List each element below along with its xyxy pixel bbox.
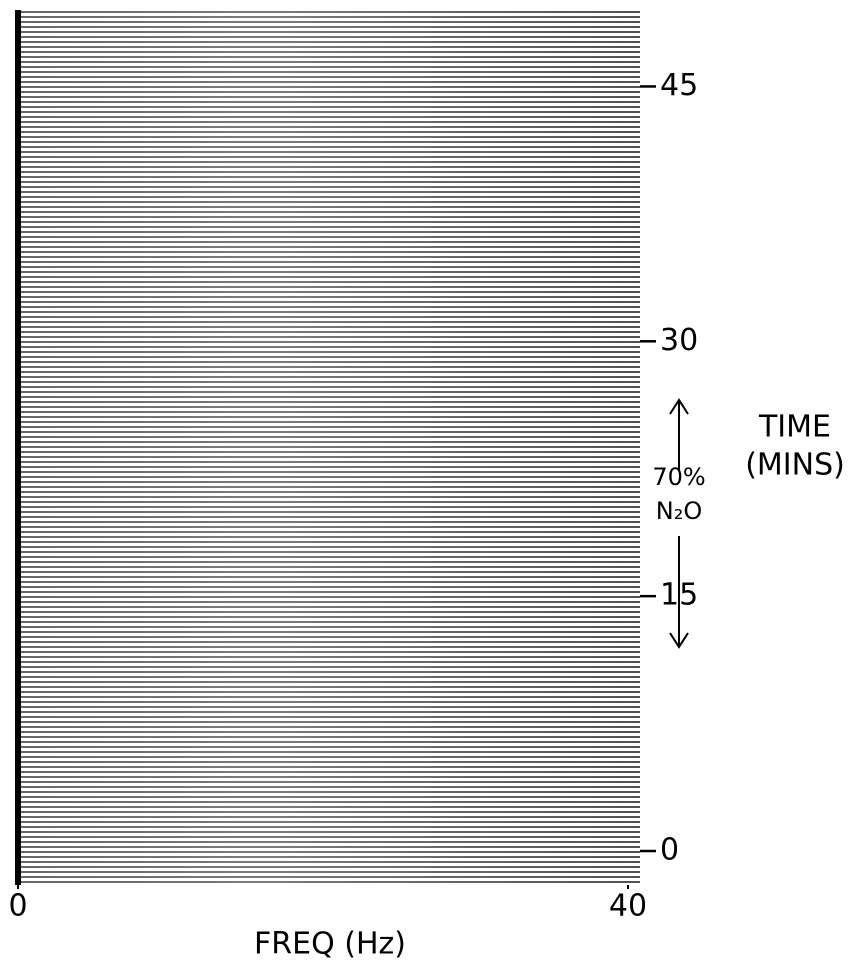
y-tick-label: 45 [660,68,698,103]
y-tick-label: 30 [660,323,698,358]
x-axis-label: FREQ (Hz) [254,927,406,962]
x-tick-label: 0 [8,889,27,924]
y-axis-label: TIME [758,410,831,445]
y-tick-label: 15 [660,578,698,613]
arrows [669,398,689,649]
x-tick-label: 40 [609,889,647,924]
annotation: 70% [652,463,705,491]
annotation: N₂O [656,497,702,525]
y-axis-label: (MINS) [745,448,845,483]
y-tick-label: 0 [660,833,679,868]
plot-texture [15,10,640,885]
